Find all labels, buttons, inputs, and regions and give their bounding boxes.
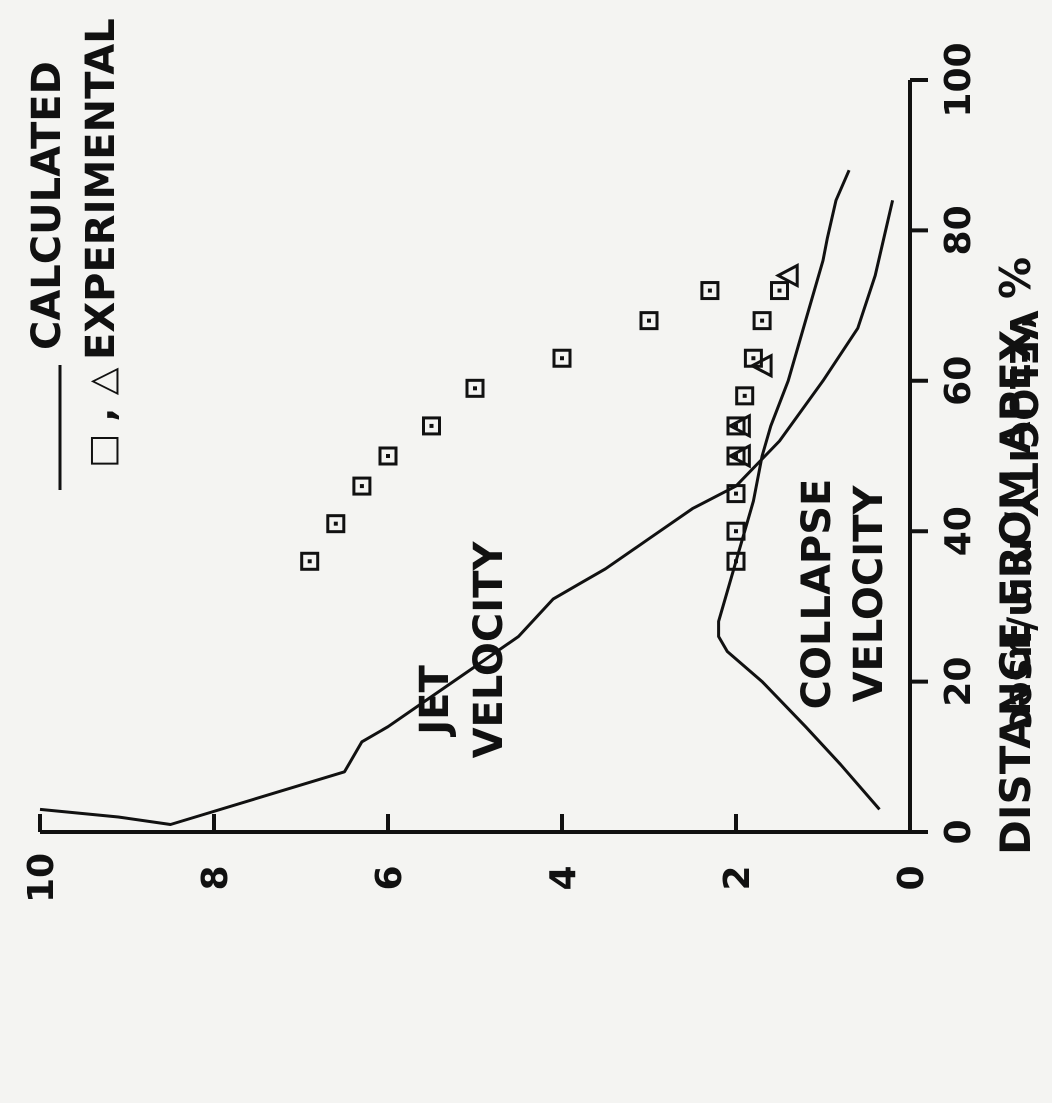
x-tick-label: 0 [938, 819, 979, 844]
experimental-square-dot [307, 559, 312, 564]
experimental-square-point [726, 484, 746, 504]
experimental-square-dot [647, 318, 651, 323]
legend-calculated-label: CALCULATED [24, 61, 70, 350]
x-tick-label: 100 [938, 42, 979, 117]
x-tick-label: 80 [938, 205, 979, 255]
experimental-square-dot [473, 386, 477, 391]
experimental-square-point [300, 551, 320, 571]
experimental-square-dot [734, 454, 738, 458]
calculated-lines [39, 169, 895, 826]
jet-velocity-line [39, 199, 895, 826]
x-tick-label: 20 [938, 657, 979, 707]
experimental-square-point [422, 416, 441, 436]
experimental-square-dot [359, 484, 364, 489]
experimental-square-dot [760, 318, 765, 323]
annotation-jet: JET [412, 665, 458, 738]
annotation-jet-velocity: VELOCITY [466, 541, 512, 759]
experimental-square-point [552, 348, 572, 368]
x-tick-label: 40 [938, 506, 979, 556]
experimental-square-point [752, 311, 772, 331]
experimental-square-point [726, 521, 746, 541]
annotation-collapse-velocity: VELOCITY [846, 485, 892, 703]
experimental-square-dot [429, 423, 434, 428]
experimental-square-point [378, 446, 398, 466]
experimental-points [300, 263, 799, 571]
x-tick-label: 60 [938, 356, 979, 406]
y-tick-label: 8 [195, 865, 236, 890]
experimental-square-point [326, 514, 346, 534]
experimental-square-dot [333, 521, 338, 526]
experimental-square-dot [751, 356, 756, 361]
y-axis-label: VELOCITY, mm/μsec [1001, 310, 1045, 729]
experimental-square-point [726, 551, 746, 571]
experimental-square-point [465, 378, 485, 398]
labels: VELOCITY, mm/μsec DISTANCE FROM APEX, % … [24, 18, 1045, 855]
x-axis-label: DISTANCE FROM APEX, % [991, 257, 1040, 855]
legend-experimental-label: EXPERIMENTAL [78, 18, 124, 360]
experimental-square-point [352, 476, 372, 496]
experimental-square-dot [734, 529, 738, 534]
experimental-triangle-point [727, 443, 751, 469]
experimental-square-dot [707, 288, 712, 293]
experimental-square-dot [734, 559, 738, 564]
experimental-triangle-point [774, 263, 799, 289]
experimental-square-dot [777, 288, 782, 293]
y-tick-label: 4 [543, 865, 584, 890]
experimental-triangle-point [748, 353, 773, 379]
experimental-square-dot [734, 491, 738, 496]
experimental-triangle-point [727, 413, 751, 439]
experimental-square-dot [742, 393, 747, 398]
experimental-square-dot [560, 356, 564, 361]
legend-experimental-symbols: □ , △ [82, 367, 123, 468]
experimental-square-dot [386, 454, 390, 458]
experimental-square-point [639, 311, 659, 331]
experimental-square-dot [734, 423, 738, 428]
y-tick-label: 6 [369, 865, 410, 890]
y-tick-label: 2 [717, 865, 758, 890]
y-tick-label: 0 [891, 865, 932, 890]
experimental-square-point [770, 281, 789, 301]
collapse-velocity-line [717, 169, 881, 811]
experimental-square-point [700, 281, 720, 301]
annotation-collapse: COLLAPSE [794, 479, 840, 710]
experimental-square-point [735, 386, 755, 406]
y-tick-label: 10 [21, 853, 62, 903]
